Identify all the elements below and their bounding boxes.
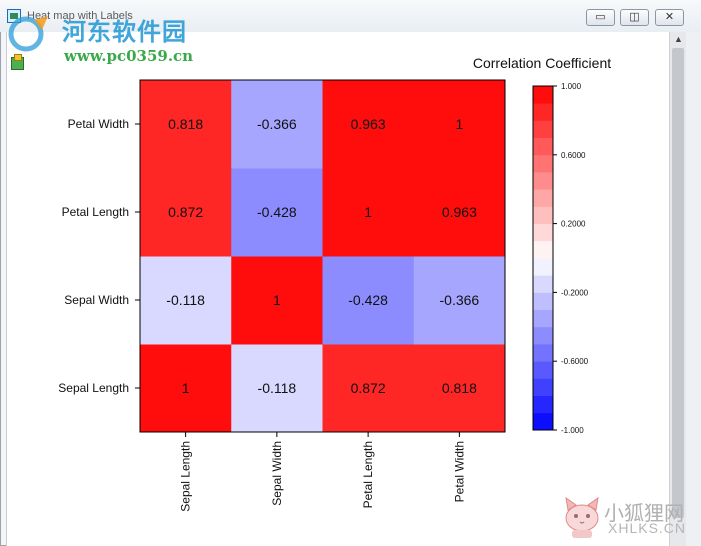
colorbar-segment (533, 223, 553, 242)
cell-label: -0.428 (257, 204, 297, 220)
watermark-top-cn: 河东软件园 (62, 18, 187, 46)
plot-border (139, 79, 506, 433)
heatmap-cell (140, 168, 232, 257)
y-tick-label: Petal Width (68, 117, 129, 131)
minimize-button[interactable]: ▭ (586, 9, 615, 26)
colorbar-segment (533, 172, 553, 190)
colorbar-segment (533, 378, 553, 396)
watermark-top-url: www.pc0359.cn (64, 47, 194, 65)
heatmap-cell (322, 344, 415, 433)
heatmap-cell (231, 344, 323, 433)
scroll-thumb[interactable] (672, 48, 684, 518)
y-tick-label: Sepal Length (58, 381, 129, 395)
heatmap-cell (322, 80, 415, 169)
heatmap-cell (413, 344, 506, 433)
cell-label: 1 (273, 292, 281, 308)
cell-label: 1 (182, 380, 190, 396)
watermark-bottom-cn: 小狐狸网 (604, 501, 684, 525)
heatmap-cell (231, 80, 323, 169)
colorbar-segment (533, 412, 553, 431)
colorbar-segment (533, 206, 553, 224)
close-button[interactable]: ✕ (655, 9, 684, 26)
heatmap-cell (231, 168, 323, 257)
right-frame (686, 32, 701, 546)
colorbar-segment (533, 120, 553, 138)
heatmap-cell (413, 80, 506, 169)
colorbar-segment (533, 154, 553, 173)
cell-label: 0.963 (351, 116, 386, 132)
restore-button[interactable]: ◫ (620, 9, 649, 26)
colorbar-tick-label: -1.000 (561, 426, 584, 435)
scroll-up-icon[interactable]: ▲ (674, 34, 683, 44)
cell-label: -0.366 (440, 292, 480, 308)
cell-label: -0.118 (166, 292, 205, 308)
x-tick-label: Petal Length (361, 441, 375, 508)
heatmap-cell (413, 256, 506, 345)
colorbar-segment (533, 344, 553, 362)
heatmap-cell (322, 168, 415, 257)
colorbar-segment (533, 309, 553, 328)
cell-label: 0.872 (351, 380, 386, 396)
cell-label: 1 (364, 204, 372, 220)
heatmap-cell (140, 344, 232, 433)
watermark-bottom-url: XHLKS.CN (608, 520, 687, 536)
heatmap-cell (140, 80, 232, 169)
heatmap-cell (322, 256, 415, 345)
colorbar-segment (533, 292, 553, 310)
cell-label: 0.963 (442, 204, 477, 220)
x-tick-label: Sepal Width (270, 441, 284, 506)
colorbar-tick-label: 0.6000 (561, 151, 586, 160)
x-tick-label: Sepal Length (179, 441, 193, 512)
colorbar-segment (533, 137, 553, 156)
vertical-scrollbar[interactable]: ▲ (669, 32, 687, 546)
y-tick-label: Petal Length (62, 205, 129, 219)
cell-label: -0.366 (257, 116, 297, 132)
cell-label: 0.872 (168, 204, 203, 220)
heatmap-cell (413, 168, 506, 257)
colorbar-segment (533, 326, 553, 345)
colorbar-segment (533, 275, 553, 293)
cell-label: 0.818 (168, 116, 203, 132)
graph-layer-icon[interactable] (11, 54, 24, 70)
colorbar-tick-label: 1.000 (561, 82, 582, 91)
colorbar-segment (533, 258, 553, 276)
colorbar-segment (533, 86, 553, 104)
cell-label: -0.118 (258, 380, 297, 396)
heatmap-cell (231, 256, 323, 345)
colorbar-segment (533, 395, 553, 414)
chart-title: Correlation Coefficient (473, 55, 611, 71)
colorbar-tick-label: 0.2000 (561, 220, 586, 229)
colorbar-segment (533, 240, 553, 259)
cell-label: 1 (455, 116, 463, 132)
watermark-fox-icon (565, 496, 599, 538)
window-title: Heat map with Labels (27, 10, 133, 22)
colorbar-segment (533, 103, 553, 121)
heatmap-cell (140, 256, 232, 345)
watermark-logo-icon (8, 16, 48, 52)
cell-label: -0.428 (348, 292, 388, 308)
colorbar-segment (533, 189, 553, 207)
x-tick-label: Petal Width (452, 441, 466, 502)
colorbar-tick-label: -0.2000 (561, 288, 589, 297)
y-tick-label: Sepal Width (64, 293, 129, 307)
colorbar-tick-label: -0.6000 (561, 357, 589, 366)
colorbar-border (532, 85, 554, 431)
colorbar-segment (533, 361, 553, 379)
cell-label: 0.818 (442, 380, 477, 396)
title-bar[interactable]: Heat map with Labels ▭ ◫ ✕ (0, 0, 701, 32)
